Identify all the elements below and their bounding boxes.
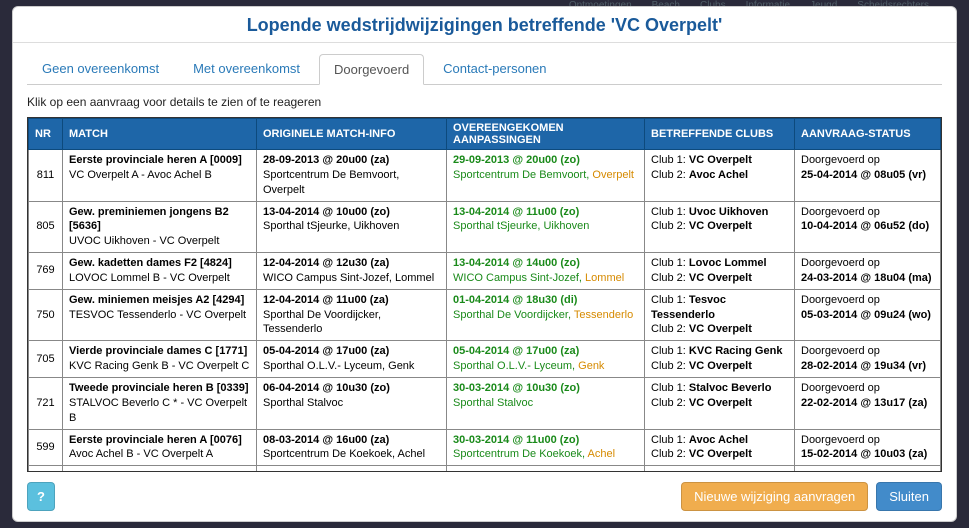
cell-agree: 30-03-2014 @ 11u00 (zo)Sportcentrum De K… — [447, 429, 645, 466]
col-clubs: BETREFFENDE CLUBS — [645, 119, 795, 150]
table-row[interactable]: 705Vierde provinciale dames C [1771]KVC … — [29, 341, 941, 378]
table-row[interactable]: 805Gew. preminiemen jongens B2 [5636]UVO… — [29, 201, 941, 253]
cell-nr: 721 — [29, 377, 63, 429]
new-request-button[interactable]: Nieuwe wijziging aanvragen — [681, 482, 868, 511]
table-row[interactable]: 811Eerste provinciale heren A [0009]VC O… — [29, 150, 941, 202]
col-orig: ORIGINELE MATCH-INFO — [257, 119, 447, 150]
cell-orig: 05-04-2014 @ 17u00 (za)Sporthal O.L.V.- … — [257, 341, 447, 378]
instruction-text: Klik op een aanvraag voor details te zie… — [13, 85, 956, 117]
tab-contact-personen[interactable]: Contact-personen — [428, 53, 561, 84]
table-row[interactable]: 769Gew. kadetten dames F2 [4824]LOVOC Lo… — [29, 253, 941, 290]
tab-geen-overeenkomst[interactable]: Geen overeenkomst — [27, 53, 174, 84]
cell-match: Gew. miniemen meisjes A2 [4294]TESVOC Te… — [63, 289, 257, 341]
tab-met-overeenkomst[interactable]: Met overeenkomst — [178, 53, 315, 84]
cell-clubs: Club 1: Avoc AchelClub 2: VC Overpelt — [645, 429, 795, 466]
tab-bar: Geen overeenkomst Met overeenkomst Doorg… — [13, 43, 956, 84]
cell-clubs: Club 1: VC OverpeltClub 2: Avoc Achel — [645, 150, 795, 202]
cell-orig: 08-03-2014 @ 16u00 (za)Sportcentrum De K… — [257, 429, 447, 466]
table-scroll[interactable]: NR MATCH ORIGINELE MATCH-INFO OVEREENGEK… — [27, 117, 942, 472]
cell-nr: 769 — [29, 253, 63, 290]
table-row[interactable]: 721Tweede provinciale heren B [0339]STAL… — [29, 377, 941, 429]
changes-table: NR MATCH ORIGINELE MATCH-INFO OVEREENGEK… — [28, 118, 941, 472]
close-button[interactable]: Sluiten — [876, 482, 942, 511]
cell-status: Doorgevoerd op22-02-2014 @ 13u17 (za) — [795, 377, 941, 429]
cell-agree: 29-09-2013 @ 20u00 (zo)Sportcentrum De B… — [447, 150, 645, 202]
cell-agree: 05-04-2014 @ 17u00 (za)Sporthal O.L.V.- … — [447, 341, 645, 378]
cell-nr: 750 — [29, 289, 63, 341]
cell-orig: 12-04-2014 @ 12u30 (za)WICO Campus Sint-… — [257, 253, 447, 290]
modal-footer: ? Nieuwe wijziging aanvragen Sluiten — [13, 472, 956, 521]
cell-status: Doorgevoerd op05-03-2014 @ 09u24 (wo) — [795, 289, 941, 341]
cell-match: Gew. preminiemen jongens B2 [5636]UVOC U… — [63, 201, 257, 253]
table-header-row: NR MATCH ORIGINELE MATCH-INFO OVEREENGEK… — [29, 119, 941, 150]
cell-match: Eerste provinciale heren A [0076]Avoc Ac… — [63, 429, 257, 466]
cell-agree: 01-04-2014 @ 18u30 (di)Sporthal De Voord… — [447, 289, 645, 341]
cell-agree: 30-03-2014 @ 10u30 (zo)Sporthal Stalvoc — [447, 377, 645, 429]
cell-orig: 28-09-2013 @ 20u00 (za)Sportcentrum De B… — [257, 150, 447, 202]
col-match: MATCH — [63, 119, 257, 150]
cell-orig: 06-04-2014 @ 10u30 (zo)Sporthal Stalvoc — [257, 377, 447, 429]
cell-clubs: Club 1: KVC Racing GenkClub 2: VC Overpe… — [645, 341, 795, 378]
cell-nr: 705 — [29, 341, 63, 378]
tab-doorgevoerd[interactable]: Doorgevoerd — [319, 54, 424, 85]
cell-agree: 13-04-2014 @ 11u00 (zo)Sporthal tSjeurke… — [447, 201, 645, 253]
cell-clubs: Club 1: Uvoc UikhovenClub 2: VC Overpelt — [645, 201, 795, 253]
cell-agree: 13-04-2014 @ 14u00 (zo)WICO Campus Sint-… — [447, 253, 645, 290]
cell-nr: 811 — [29, 150, 63, 202]
cell-status: Doorgevoerd op10-04-2014 @ 06u52 (do) — [795, 201, 941, 253]
cell-status: Doorgevoerd op28-02-2014 @ 19u34 (vr) — [795, 341, 941, 378]
cell-orig: 13-04-2014 @ 10u00 (zo)Sporthal tSjeurke… — [257, 201, 447, 253]
col-agree: OVEREENGEKOMEN AANPASSINGEN — [447, 119, 645, 150]
table-row[interactable]: 599Eerste provinciale heren A [0076]Avoc… — [29, 429, 941, 466]
cell-match: Tweede provinciale heren B [0339]STALVOC… — [63, 377, 257, 429]
cell-status: Doorgevoerd op24-03-2014 @ 18u04 (ma) — [795, 253, 941, 290]
col-nr: NR — [29, 119, 63, 150]
help-button[interactable]: ? — [27, 482, 55, 511]
modal-dialog: Lopende wedstrijdwijzigingen betreffende… — [12, 6, 957, 522]
cell-match: Gew. kadetten dames F2 [4824]LOVOC Lomme… — [63, 253, 257, 290]
cell-match: Vierde provinciale dames C [1771]KVC Rac… — [63, 341, 257, 378]
cell-clubs: Club 1: Tesvoc TessenderloClub 2: VC Ove… — [645, 289, 795, 341]
cell-nr: 599 — [29, 429, 63, 466]
table-row[interactable]: 750Gew. miniemen meisjes A2 [4294]TESVOC… — [29, 289, 941, 341]
cell-status: Doorgevoerd op25-04-2014 @ 08u05 (vr) — [795, 150, 941, 202]
modal-title: Lopende wedstrijdwijzigingen betreffende… — [13, 7, 956, 43]
col-status: AANVRAAG-STATUS — [795, 119, 941, 150]
cell-nr: 805 — [29, 201, 63, 253]
cell-match: Eerste provinciale heren A [0009]VC Over… — [63, 150, 257, 202]
cell-orig: 12-04-2014 @ 11u00 (za)Sporthal De Voord… — [257, 289, 447, 341]
cell-status: Doorgevoerd op15-02-2014 @ 10u03 (za) — [795, 429, 941, 466]
cell-clubs: Club 1: Stalvoc BeverloClub 2: VC Overpe… — [645, 377, 795, 429]
cell-clubs: Club 1: Lovoc LommelClub 2: VC Overpelt — [645, 253, 795, 290]
